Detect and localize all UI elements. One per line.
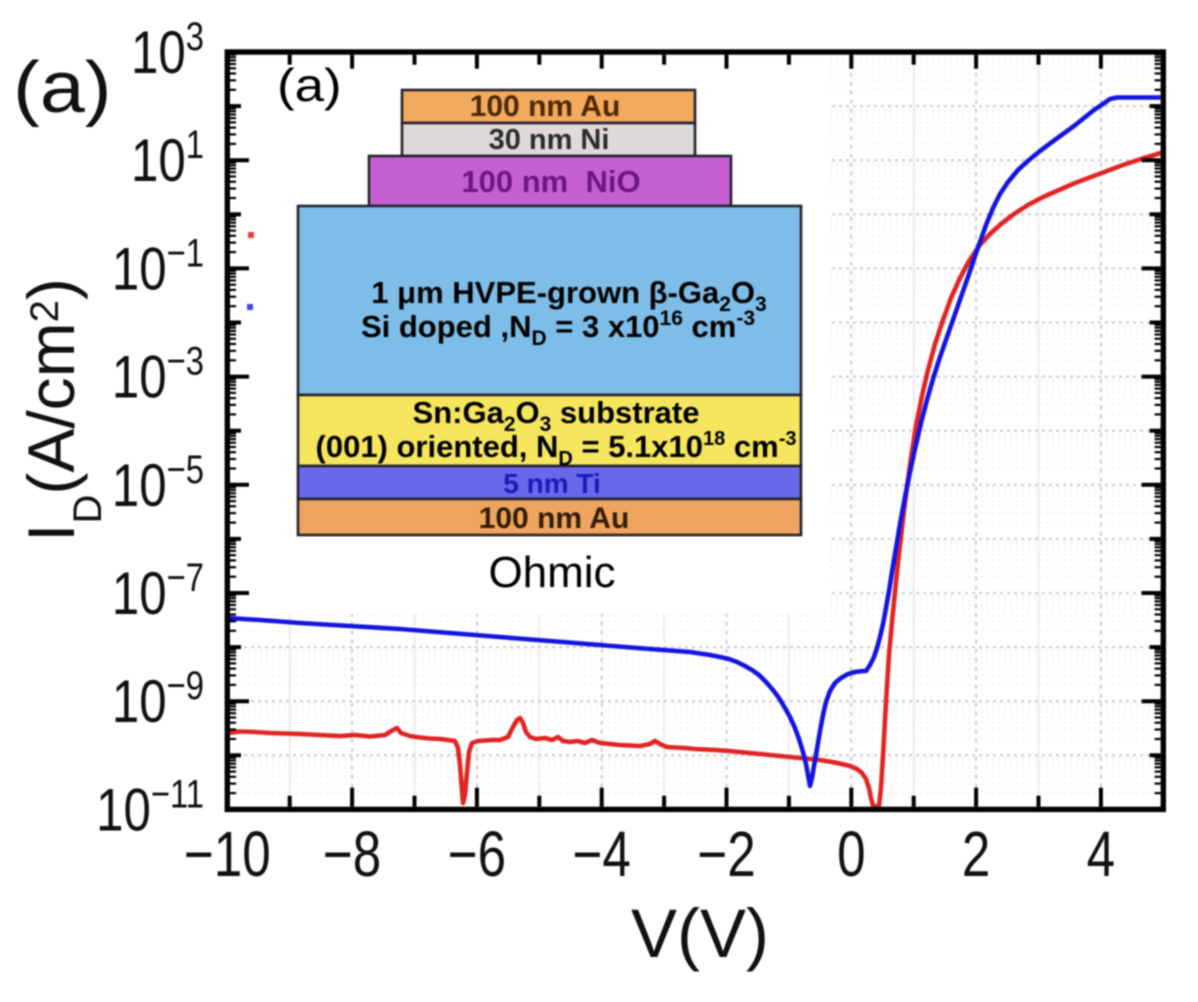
svg-text:30 nm Ni: 30 nm Ni <box>489 124 610 156</box>
svg-text:100 nm NiO: 100 nm NiO <box>461 164 640 199</box>
svg-text:V(V): V(V) <box>631 895 769 972</box>
svg-text:(a): (a) <box>277 59 342 111</box>
svg-text:2: 2 <box>962 820 990 891</box>
svg-text:−2: −2 <box>697 820 755 891</box>
svg-text:−10: −10 <box>184 820 271 891</box>
svg-text:−8: −8 <box>323 820 381 891</box>
svg-text:4: 4 <box>1087 820 1115 891</box>
svg-text:(001) oriented, ND = 5.1x1018: (001) oriented, ND = 5.1x1018 cm-3 <box>316 428 797 470</box>
svg-text:5 nm Ti: 5 nm Ti <box>503 468 601 499</box>
svg-text:Sn:Ga2O3 substrate: Sn:Ga2O3 substrate <box>413 395 700 436</box>
svg-text:0: 0 <box>837 820 865 891</box>
svg-text:Ohmic: Ohmic <box>488 548 615 597</box>
svg-text:−6: −6 <box>448 820 506 891</box>
svg-text:Si doped ,ND = 3 x1016 cm-3: Si doped ,ND = 3 x1016 cm-3 <box>361 307 755 350</box>
svg-text:−4: −4 <box>573 820 631 891</box>
svg-text:101: 101 <box>131 122 204 194</box>
svg-text:1 μm HVPE-grown β-Ga2O3: 1 μm HVPE-grown β-Ga2O3 <box>371 275 766 316</box>
svg-text:100 nm Au: 100 nm Au <box>479 502 630 535</box>
svg-text:(a): (a) <box>13 48 112 128</box>
svg-text:100 nm Au: 100 nm Au <box>470 90 621 123</box>
